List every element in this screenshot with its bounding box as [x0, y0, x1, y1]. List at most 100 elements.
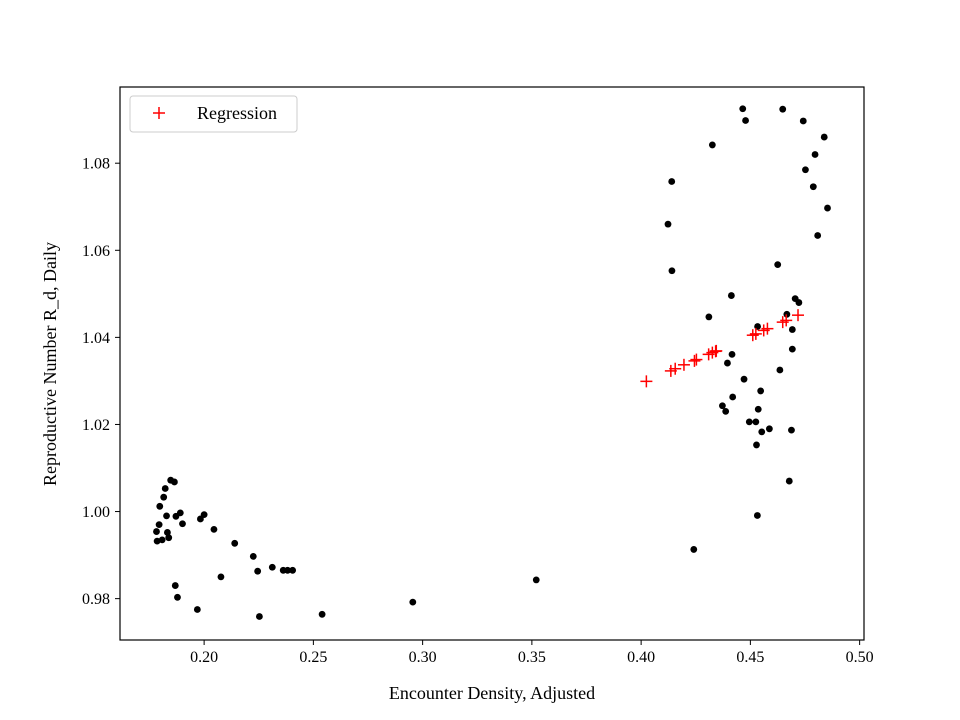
x-axis-ticks: 0.20 0.25 0.30 0.35 0.40 0.45 0.50	[190, 640, 874, 666]
x-tick-label: 0.50	[846, 649, 874, 666]
data-point	[809, 183, 817, 191]
data-point	[779, 105, 787, 113]
plot-area-frame	[119, 86, 865, 641]
y-tick-label: 0.98	[82, 591, 110, 608]
data-point	[765, 425, 773, 433]
data-point	[217, 573, 225, 581]
x-tick-label: 0.35	[518, 649, 546, 666]
x-tick-label: 0.30	[409, 649, 437, 666]
y-axis-ticks: 0.98 1.00 1.02 1.04 1.06 1.08	[82, 156, 120, 608]
regression-point	[749, 327, 762, 340]
x-tick-label: 0.20	[190, 649, 218, 666]
regression-point	[761, 322, 774, 335]
data-point	[690, 546, 698, 553]
y-tick-label: 1.04	[82, 330, 110, 347]
data-point	[249, 552, 257, 560]
data-point	[820, 133, 828, 141]
data-point	[256, 613, 263, 620]
data-point	[254, 567, 262, 575]
regression-point	[688, 354, 701, 367]
data-point	[802, 166, 809, 174]
legend-label-regression: Regression	[197, 103, 277, 123]
data-point	[742, 117, 749, 124]
legend-marker-regression	[153, 107, 165, 119]
regression-point	[792, 309, 805, 322]
data-point	[719, 402, 726, 410]
data-point	[161, 485, 169, 492]
data-point	[788, 326, 796, 333]
legend-box	[129, 95, 298, 133]
data-point	[705, 313, 713, 321]
data-point	[158, 536, 166, 544]
data-point	[160, 493, 168, 501]
data-point	[724, 359, 731, 367]
x-tick-label: 0.25	[299, 649, 327, 666]
regression-point	[677, 358, 690, 371]
legend: Regression	[129, 95, 298, 133]
regression-point	[710, 344, 723, 357]
data-point	[740, 375, 748, 383]
y-tick-label: 1.02	[82, 417, 110, 434]
regression-points	[640, 309, 805, 388]
data-point	[745, 418, 753, 426]
data-point	[664, 220, 672, 228]
data-point	[164, 529, 171, 536]
data-point	[788, 426, 795, 434]
y-tick-label: 1.08	[82, 156, 110, 173]
data-point	[783, 310, 791, 318]
data-point	[193, 606, 201, 613]
data-point	[774, 261, 782, 269]
data-point	[799, 117, 807, 125]
data-point	[708, 141, 716, 149]
regression-point	[669, 362, 682, 375]
data-point	[318, 610, 326, 618]
data-point	[739, 105, 747, 113]
data-point	[758, 428, 766, 436]
data-point	[788, 345, 796, 353]
x-axis-label: Encounter Density, Adjusted	[389, 683, 595, 703]
data-point	[165, 534, 173, 542]
data-point	[289, 566, 297, 574]
data-point	[727, 292, 735, 299]
data-point	[231, 539, 239, 547]
data-point	[174, 593, 181, 601]
data-point	[268, 563, 276, 571]
data-point	[811, 151, 819, 158]
y-axis-label: Reproductive Number R_d, Daily	[40, 242, 60, 486]
data-point	[757, 387, 765, 395]
data-point	[668, 178, 676, 185]
regression-point	[746, 329, 759, 342]
data-point	[284, 566, 291, 574]
data-point	[171, 478, 178, 486]
y-tick-label: 1.06	[82, 243, 110, 260]
data-point	[729, 393, 737, 401]
data-point	[824, 204, 831, 212]
data-point	[176, 509, 184, 517]
regression-point	[640, 375, 653, 388]
data-point	[752, 418, 760, 426]
data-point	[753, 512, 761, 519]
regression-point	[690, 353, 703, 366]
x-tick-label: 0.45	[736, 649, 764, 666]
data-point	[532, 576, 540, 584]
data-point	[795, 299, 803, 306]
data-point	[155, 521, 163, 529]
data-point	[668, 267, 676, 275]
x-tick-label: 0.40	[627, 649, 655, 666]
data-point	[163, 512, 170, 520]
data-point	[814, 232, 822, 239]
data-point	[754, 405, 762, 413]
data-point	[153, 528, 160, 535]
data-point	[722, 407, 730, 415]
data-point	[156, 502, 164, 510]
data-point	[171, 582, 179, 589]
data-point	[179, 520, 186, 528]
data-point	[753, 441, 760, 449]
data-point	[776, 366, 784, 374]
data-points-black	[153, 105, 831, 620]
data-point	[728, 350, 736, 358]
data-point	[200, 511, 208, 518]
regression-point	[780, 314, 793, 327]
data-point	[409, 598, 417, 606]
